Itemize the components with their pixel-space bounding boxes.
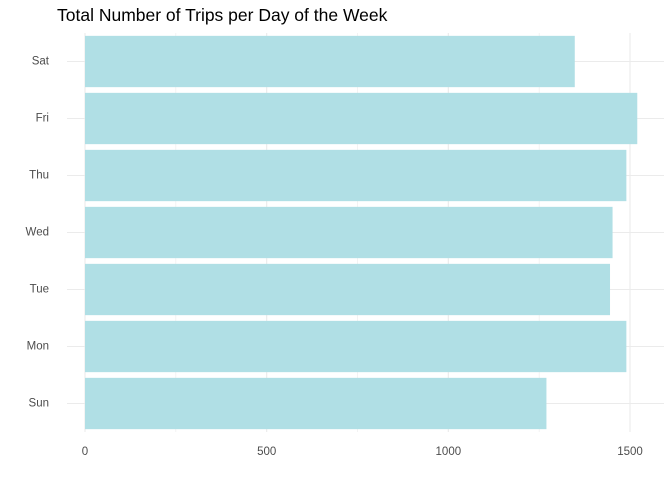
- bars: [85, 35, 638, 430]
- bar-sat: [85, 35, 575, 88]
- y-tick-label-sun: Sun: [29, 398, 49, 410]
- bar-mon: [85, 320, 627, 373]
- y-tick-label-thu: Thu: [29, 170, 49, 182]
- y-tick-label-wed: Wed: [26, 227, 49, 239]
- chart-title: Total Number of Trips per Day of the Wee…: [57, 5, 388, 25]
- y-axis-labels: Sun Mon Tue Wed Thu Fri Sat: [26, 56, 50, 410]
- x-tick-label-1000: 1000: [436, 446, 462, 458]
- x-axis-labels: 0 500 1000 1500: [82, 446, 643, 458]
- bar-fri: [85, 92, 638, 145]
- y-tick-label-fri: Fri: [36, 113, 49, 125]
- x-tick-label-0: 0: [82, 446, 88, 458]
- y-tick-label-tue: Tue: [30, 284, 49, 296]
- bar-sun: [85, 377, 547, 430]
- y-tick-label-sat: Sat: [32, 56, 50, 68]
- y-tick-label-mon: Mon: [27, 341, 49, 353]
- bar-thu: [85, 149, 627, 202]
- bar-tue: [85, 263, 611, 316]
- x-tick-label-1500: 1500: [617, 446, 643, 458]
- bar-wed: [85, 206, 613, 259]
- x-tick-label-500: 500: [257, 446, 276, 458]
